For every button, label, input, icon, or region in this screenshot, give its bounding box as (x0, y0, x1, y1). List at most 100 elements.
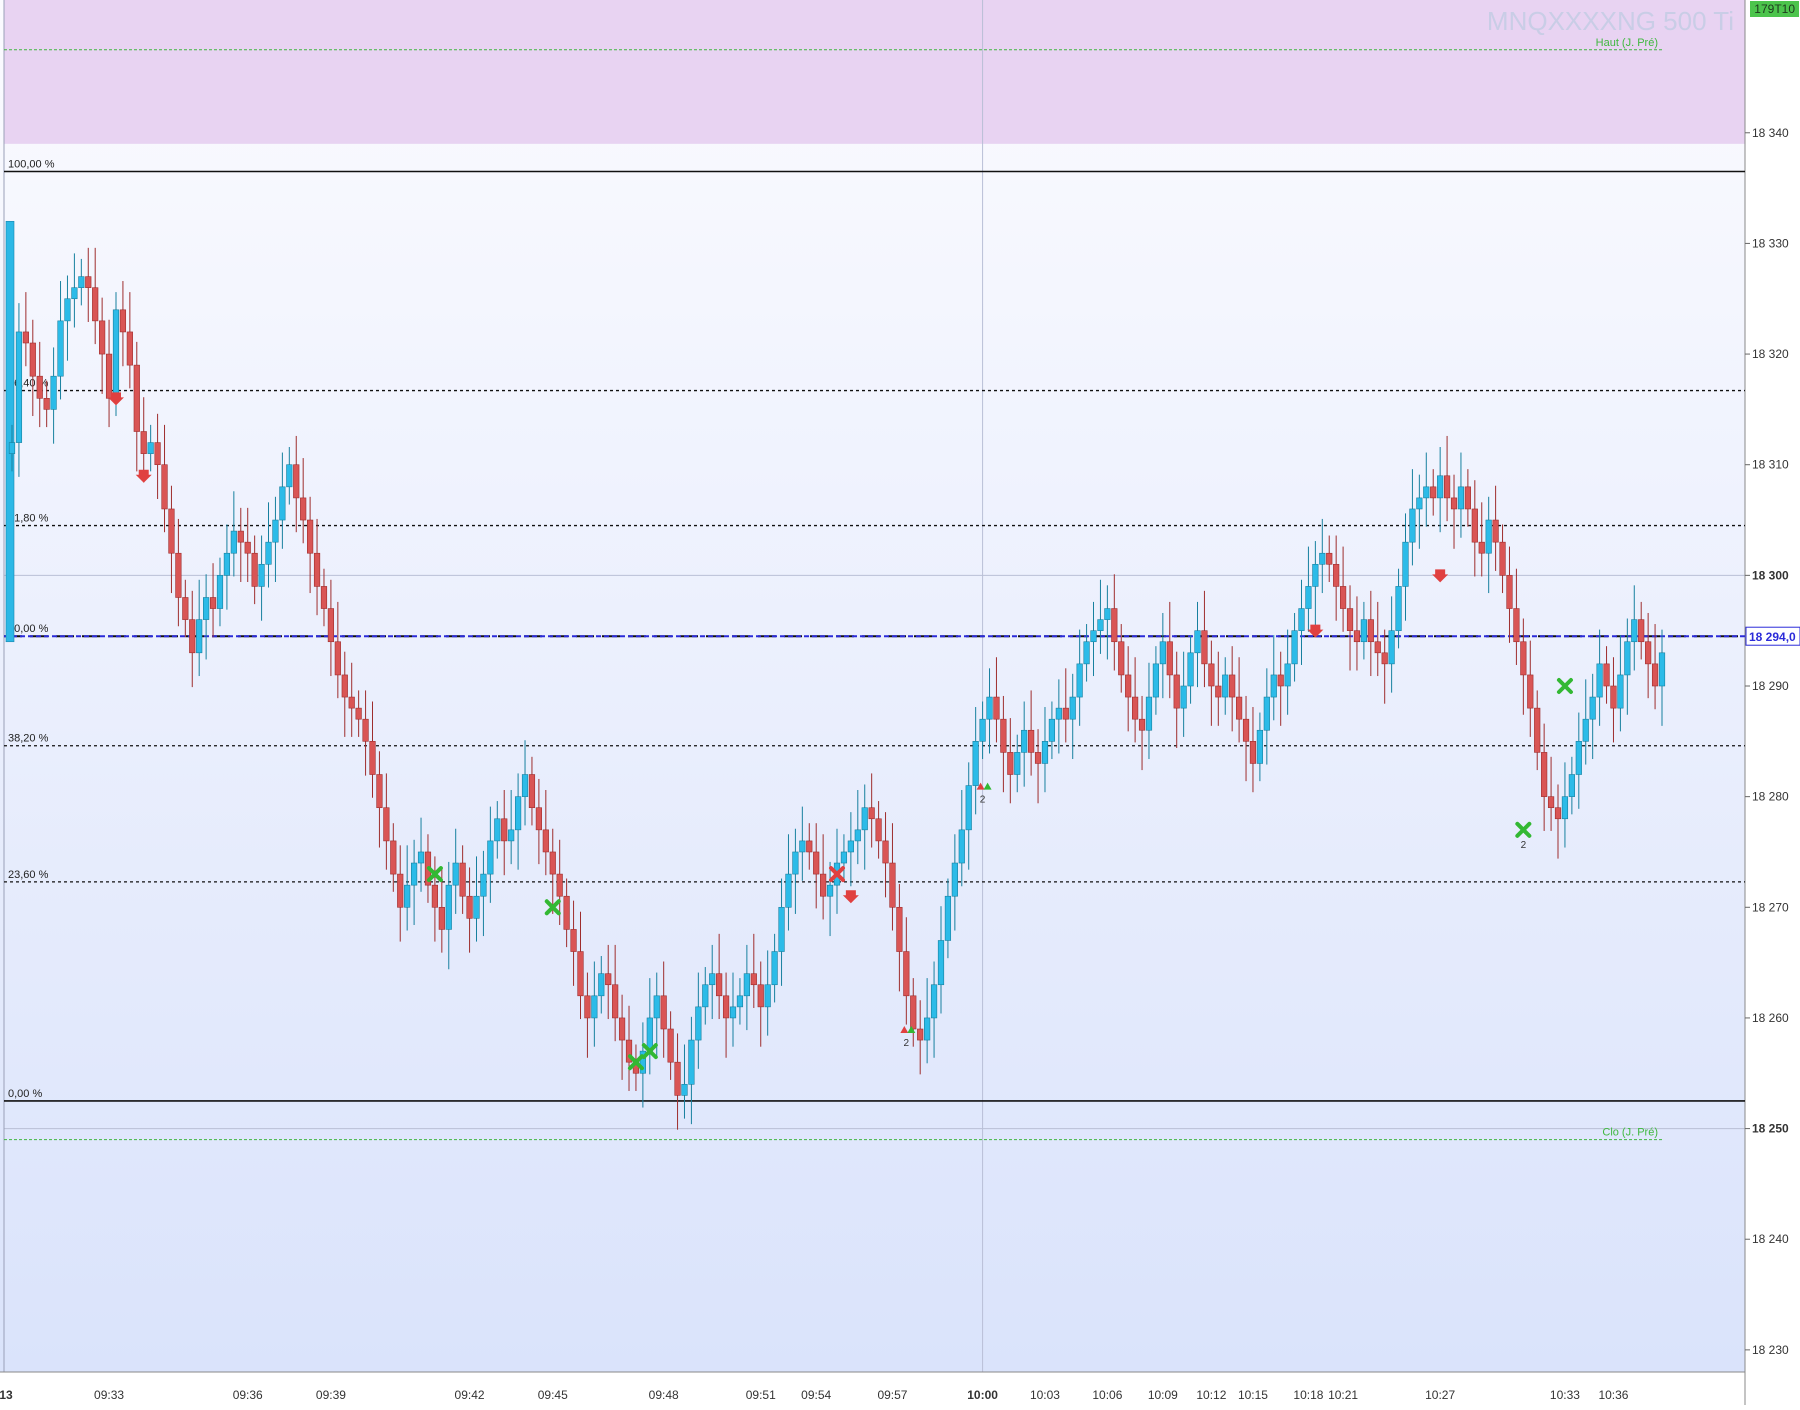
candle-body (1388, 630, 1395, 665)
sell-arrow-icon (1432, 569, 1449, 583)
candle-body (813, 851, 820, 875)
candle-body (1485, 519, 1492, 554)
candle-body (320, 586, 328, 609)
y-tick-label: 18 330 (1752, 236, 1789, 250)
candle-body (1007, 752, 1014, 775)
candle-body (508, 829, 515, 842)
candle-body (1291, 630, 1298, 665)
candle-body (1513, 608, 1520, 643)
x-tick-label: 09:48 (649, 1388, 679, 1402)
x-tick-label: 09:57 (877, 1388, 907, 1402)
candle-body (702, 984, 709, 1008)
x-tick-label: 10:36 (1598, 1388, 1628, 1402)
candle-body (8, 442, 16, 454)
candle-body (1603, 663, 1610, 687)
candle-body (452, 862, 459, 886)
candle-body (1014, 752, 1021, 775)
x-tick-label: 10:00 (967, 1388, 998, 1402)
candle-body (223, 552, 231, 576)
candle-body (182, 597, 189, 620)
candle-body (57, 320, 64, 377)
candle-body (466, 895, 473, 919)
prev-day-label: Clo (J. Pré) (1602, 1127, 1658, 1139)
candle-body (78, 276, 85, 288)
candle-body (1326, 552, 1333, 565)
candle-body (99, 320, 106, 355)
candle-body (15, 331, 23, 443)
candle-body (514, 796, 522, 831)
sell-cross-icon (829, 866, 845, 883)
candle-body (1395, 586, 1402, 631)
buy-arrow-icon (983, 782, 992, 790)
buy-cross-icon (544, 899, 561, 916)
candle-body (133, 364, 140, 432)
y-tick-label: 18 250 (1752, 1122, 1789, 1136)
candle-body (1062, 707, 1069, 720)
candle-body (1499, 541, 1506, 576)
candle-body (695, 1006, 702, 1041)
candle-body (1645, 641, 1652, 665)
sell-arrow-icon (976, 782, 985, 790)
candle-body (1048, 718, 1056, 742)
candle-body (584, 995, 591, 1019)
y-tick-label: 18 260 (1752, 1011, 1789, 1025)
marker-count: 2 (904, 1038, 910, 1049)
candle-body (92, 287, 99, 322)
fib-level-label: 100,00 % (8, 159, 55, 171)
fib-level-label: 38,20 % (8, 733, 49, 745)
candle-body (1339, 586, 1347, 609)
candle-body (716, 973, 723, 997)
candle-body (736, 995, 744, 1008)
candle-body (1416, 497, 1423, 510)
candle-body (1360, 619, 1367, 643)
candle-body (1367, 619, 1374, 643)
candle-body (459, 862, 466, 897)
candle-body (847, 840, 854, 853)
candle-body (196, 619, 203, 654)
candle-body (1596, 663, 1603, 698)
candle-body (404, 884, 411, 908)
candle-body (1658, 652, 1666, 687)
prev-day-label: Haut (J. Pré) (1596, 37, 1658, 49)
fib-level-label: 23,60 % (8, 869, 49, 881)
candle-body (1270, 674, 1277, 698)
candle-body (806, 840, 813, 853)
candle-body (237, 530, 244, 543)
candle-body (924, 1017, 931, 1041)
candle-body (64, 298, 71, 322)
candle-body (612, 984, 619, 1019)
candle-body (1236, 696, 1243, 720)
candle-body (1312, 563, 1319, 587)
x-tick-label: 09:51 (746, 1388, 776, 1402)
candle-body (1263, 696, 1270, 731)
x-tick-label: 10:12 (1196, 1388, 1226, 1402)
candle-body (1111, 608, 1118, 643)
candle-body (1305, 586, 1312, 609)
candle-body (757, 984, 764, 1008)
candle-body (591, 995, 598, 1019)
candle-body (341, 674, 348, 698)
candle-body (1083, 641, 1090, 665)
candle-body (168, 508, 175, 554)
candle-body (972, 741, 979, 786)
candle-body (944, 895, 952, 941)
prev-day-zone (4, 0, 1745, 144)
candle-body (785, 873, 792, 908)
candle-body (1132, 696, 1139, 720)
x-tick-label: 13 (0, 1388, 13, 1402)
candle-body (549, 851, 556, 875)
candle-body (1450, 497, 1458, 510)
candle-body (1298, 608, 1305, 631)
candle-body (1138, 718, 1146, 731)
candle-body (50, 375, 57, 410)
candle-body (1534, 707, 1541, 753)
candle-body (1180, 685, 1187, 709)
candle-body (29, 342, 36, 377)
candle-body (1319, 552, 1326, 565)
candle-body (161, 464, 168, 510)
candle-body (1443, 475, 1451, 499)
fib-level-label: 61,80 % (8, 513, 49, 525)
candle-body (618, 1017, 626, 1041)
